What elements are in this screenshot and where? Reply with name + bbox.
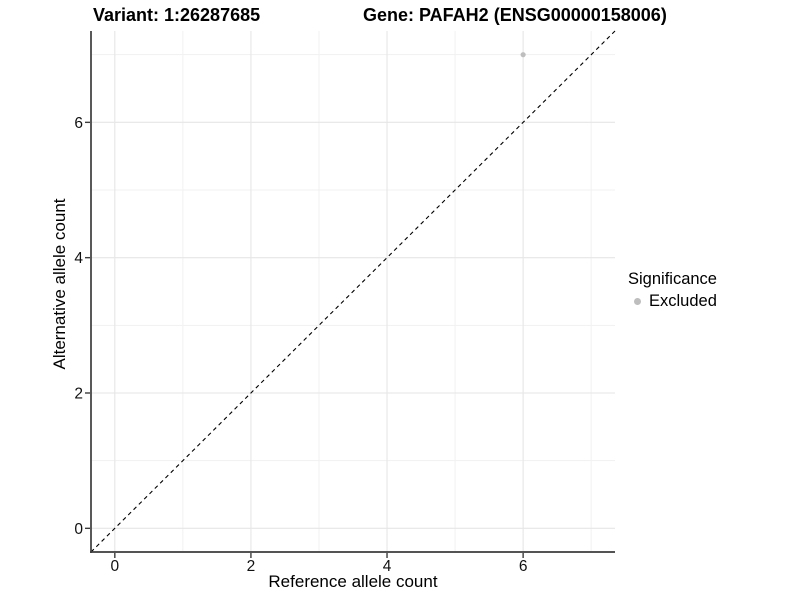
plot-title-gene: Gene: PAFAH2 (ENSG00000158006): [363, 5, 667, 25]
plot-title-variant: Variant: 1:26287685: [93, 5, 261, 25]
x-tick-label: 4: [383, 558, 392, 575]
y-tick-label: 4: [74, 250, 83, 267]
identity-dashed-line: [90, 30, 616, 553]
x-tick-label: 2: [247, 558, 256, 575]
x-axis-title: Reference allele count: [268, 572, 438, 591]
x-tick-label: 0: [111, 558, 120, 575]
legend-title: Significance: [628, 270, 717, 288]
x-tick-label: 6: [519, 558, 528, 575]
legend: Significance Excluded: [628, 270, 717, 311]
data-point: [520, 52, 526, 58]
y-tick-label: 6: [74, 115, 83, 132]
y-tick-label: 0: [74, 521, 83, 538]
y-tick-label: 2: [74, 385, 83, 402]
y-axis-title: Alternative allele count: [50, 198, 69, 370]
legend-item-label: Excluded: [649, 292, 717, 310]
legend-item-excluded: Excluded: [634, 292, 717, 311]
excluded-point-swatch-icon: [634, 298, 641, 305]
